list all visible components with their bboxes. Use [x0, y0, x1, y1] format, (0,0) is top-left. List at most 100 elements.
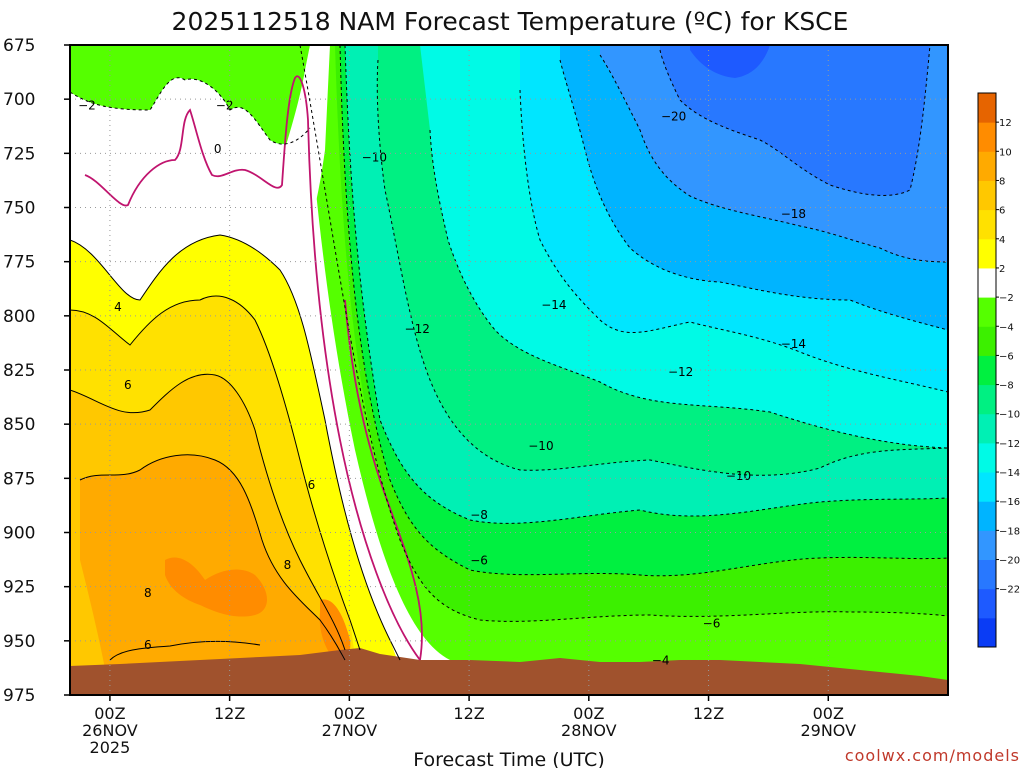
contour-label: 8: [144, 586, 152, 600]
y-tick-label: 875: [3, 469, 35, 489]
y-tick-label: 825: [3, 361, 35, 381]
contour-label: −6: [470, 554, 488, 568]
colorbar-tick-label: −8: [999, 381, 1014, 392]
colorbar-segment: [978, 501, 996, 531]
colorbar-tick-label: −2: [999, 293, 1014, 304]
temperature-field: [70, 45, 948, 695]
x-tick-label: 00Z: [94, 704, 125, 723]
contour-plus4: [70, 295, 361, 651]
colorbar-segment: [978, 238, 996, 269]
colorbar-tick-label: −14: [999, 468, 1020, 479]
y-tick-label: 700: [3, 90, 35, 110]
x-axis-label: Forecast Time (UTC): [413, 749, 604, 768]
colorbar-segment: [978, 151, 996, 181]
band-minus8: [330, 45, 948, 695]
y-tick-label: 925: [3, 578, 35, 598]
contour-minus14: [519, 89, 948, 393]
colorbar-segment: [978, 588, 996, 619]
contour-label: −12: [668, 365, 693, 379]
contour-label: −18: [781, 207, 806, 221]
colorbar-tick-label: 8: [999, 176, 1005, 187]
contour-minus6: [339, 45, 948, 577]
x-tick-label: 00Z: [334, 704, 365, 723]
x-tick-label: 27NOV: [322, 721, 378, 740]
colorbar-tick-label: −4: [999, 322, 1014, 333]
band-minus22-cover: [690, 45, 770, 78]
contour-label: −10: [726, 469, 751, 483]
y-axis: 675 700 725 750 775 800 825 850 875 900 925 950 975: [3, 36, 70, 706]
x-tick-label: 29NOV: [800, 721, 856, 740]
band-plus2-top: [70, 45, 330, 261]
colorbar-segment: [978, 93, 996, 123]
y-tick-label: 950: [3, 632, 35, 652]
contour-label: 4: [114, 300, 122, 314]
colorbar: 12 10 8 6 4 2 −2 −4 −6 −8 −10 −12 −14 −16 −18 −20 −22: [977, 92, 1020, 648]
contour-label: −6: [703, 617, 721, 631]
chart-title: 2025112518 NAM Forecast Temperature (ºC)…: [172, 7, 849, 36]
contour-minus8: [344, 45, 948, 524]
contour-label: −4: [652, 653, 670, 667]
y-tick-label: 800: [3, 307, 35, 327]
contour-minus10: [376, 59, 948, 476]
x-tick-label: 00Z: [813, 704, 844, 723]
colorbar-frame: [977, 92, 997, 648]
colorbar-segment: [978, 472, 996, 502]
colorbar-segment: [978, 209, 996, 240]
colorbar-segment: [978, 617, 996, 648]
colorbar-tick-label: 10: [999, 147, 1012, 158]
colorbar-tick-label: −12: [999, 439, 1020, 450]
contour-plus6: [70, 373, 346, 651]
colorbar-tick-label: −16: [999, 497, 1020, 508]
contour-plus2: [70, 234, 401, 661]
contour-label: −14: [541, 298, 566, 312]
colorbar-tick-label: −20: [999, 556, 1020, 567]
contour-minus2: [70, 77, 311, 145]
y-tick-label: 775: [3, 253, 35, 273]
y-tick-label: 900: [3, 524, 35, 544]
colorbar-segment: [978, 384, 996, 415]
contour-label: −10: [528, 439, 553, 453]
contour-label: 6: [308, 478, 316, 492]
contour-minus18: [599, 54, 948, 263]
contour-plus6-low: [109, 640, 261, 661]
contour-plus8: [79, 454, 346, 661]
colorbar-segment: [978, 559, 996, 590]
colorbar-segment: [978, 122, 996, 152]
y-tick-label: 850: [3, 415, 35, 435]
contour-label: 8: [284, 558, 292, 572]
y-tick-label: 975: [3, 686, 35, 706]
y-tick-label: 750: [3, 199, 35, 219]
colorbar-segment: [978, 180, 996, 211]
colorbar-tick-label: 12: [999, 118, 1012, 129]
credit-text: coolwx.com/models: [845, 746, 1020, 765]
x-tick-label: 12Z: [214, 704, 245, 723]
band-minus20-cover: [660, 45, 930, 196]
colorbar-segment: [978, 355, 996, 386]
colorbar-tick-label: −10: [999, 410, 1020, 421]
contour-zero-b: [344, 299, 423, 661]
contour-label: 6: [144, 638, 152, 652]
colorbar-segment: [978, 297, 996, 327]
colorbar-tick-label: −22: [999, 585, 1020, 596]
colorbar-segment: [978, 326, 996, 356]
contour-label: −2: [216, 99, 234, 113]
colorbar-segment: [978, 442, 996, 473]
x-tick-label: 00Z: [573, 704, 604, 723]
contour-label: 0: [214, 142, 222, 156]
band-minus2: [70, 45, 330, 144]
colorbar-tick-label: 4: [999, 235, 1005, 246]
band-plus10: [80, 454, 345, 695]
contour-zero: [84, 75, 421, 661]
y-tick-label: 725: [3, 144, 35, 164]
y-tick-label: 675: [3, 36, 35, 56]
contour-minus16: [559, 59, 948, 331]
colorbar-tick-label: −6: [999, 351, 1014, 362]
contour-label: −12: [405, 322, 430, 336]
x-tick-label: 12Z: [693, 704, 724, 723]
band-plus12b: [319, 599, 351, 661]
grid-lines: [70, 44, 948, 696]
colorbar-tick-label: 6: [999, 206, 1005, 217]
contour-labels: −2 −20−10466886−12−14−20−18−14−12−10−10−8…: [78, 99, 806, 668]
